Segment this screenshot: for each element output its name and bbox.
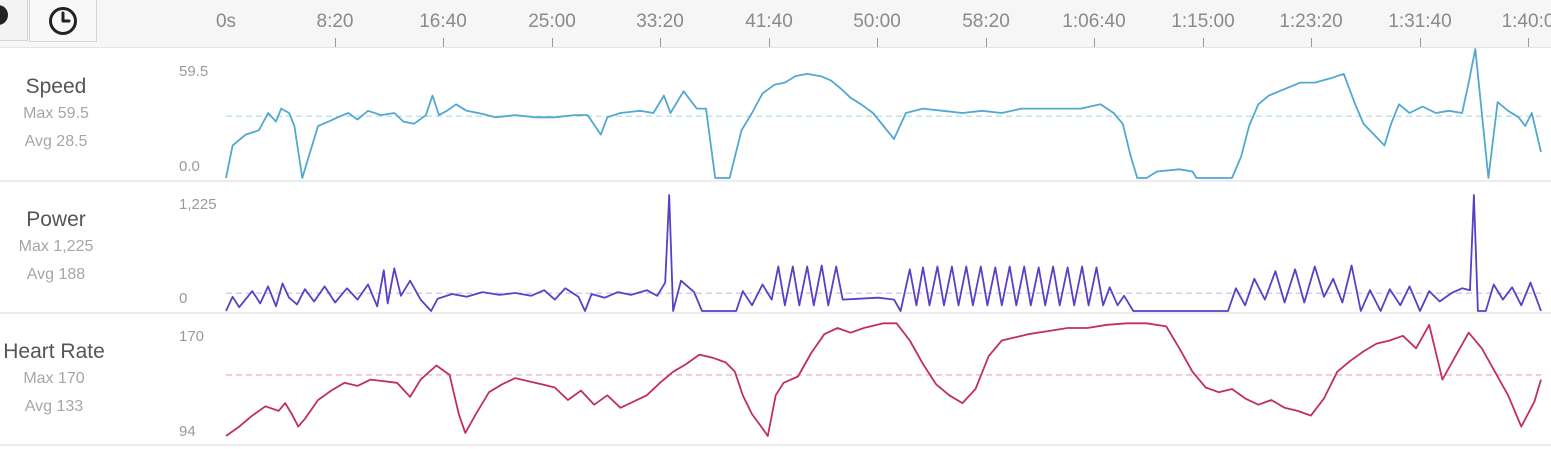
heart-rate-series-line xyxy=(225,322,1542,437)
power-max: Max 1,225 xyxy=(18,238,94,255)
time-tick-label: 1:40:0 xyxy=(1501,11,1551,32)
row-divider xyxy=(0,312,1551,314)
time-tick-label: 41:40 xyxy=(745,11,793,32)
power-summary: Power Max 1,225 Avg 188 xyxy=(0,207,112,289)
power-label: Power xyxy=(26,208,86,231)
time-tick-label: 16:40 xyxy=(419,11,467,32)
speed-axis-min: 0.0 xyxy=(179,158,200,175)
time-tick-mark xyxy=(1311,38,1312,47)
heart-rate-max: Max 170 xyxy=(23,370,85,387)
time-tick-label: 50:00 xyxy=(853,11,901,32)
time-tick-mark xyxy=(1420,38,1421,47)
time-tick-mark xyxy=(877,38,878,47)
time-tick-label: 1:06:40 xyxy=(1062,11,1126,32)
left-toolbar-button[interactable] xyxy=(0,0,28,41)
power-avg: Avg 188 xyxy=(26,266,86,283)
time-tick-mark xyxy=(986,38,987,47)
time-tick-mark xyxy=(552,38,553,47)
time-tick-label: 25:00 xyxy=(528,11,576,32)
speed-series-line xyxy=(225,48,1542,179)
heart-rate-axis-min: 94 xyxy=(179,423,196,440)
time-tick-mark xyxy=(1528,38,1529,47)
time-tick-mark xyxy=(335,38,336,47)
timeline-toolbar: 0s 8:20 16:40 25:00 33:20 41:40 50:00 58:20 1:06… xyxy=(0,0,1551,48)
speed-label: Speed xyxy=(25,75,87,98)
time-tick-label: 8:20 xyxy=(316,11,354,32)
time-mode-button[interactable] xyxy=(29,0,97,42)
power-axis-min: 0 xyxy=(179,290,188,307)
time-tick-label: 1:31:40 xyxy=(1388,11,1452,32)
time-tick-mark xyxy=(1094,38,1095,47)
speed-chart-area[interactable] xyxy=(170,48,1551,180)
speed-max: Max 59.5 xyxy=(23,105,89,122)
heart-rate-label: Heart Rate xyxy=(3,340,105,363)
time-tick-label: 1:15:00 xyxy=(1171,11,1235,32)
power-axis-max: 1,225 xyxy=(179,196,217,213)
time-tick-label: 0s xyxy=(215,11,237,32)
clock-icon xyxy=(49,6,77,35)
time-tick-label: 33:20 xyxy=(636,11,684,32)
row-divider xyxy=(0,180,1551,182)
power-series-line xyxy=(225,194,1542,312)
row-divider xyxy=(0,444,1551,446)
time-tick-label: 58:20 xyxy=(962,11,1010,32)
speed-summary: Speed Max 59.5 Avg 28.5 xyxy=(0,74,112,156)
time-tick-mark xyxy=(1203,38,1204,47)
speed-axis-max: 59.5 xyxy=(179,63,209,80)
time-tick-mark xyxy=(660,38,661,47)
heart-rate-summary: Heart Rate Max 170 Avg 133 xyxy=(0,339,110,421)
circle-icon xyxy=(0,5,8,25)
time-tick-label: 1:23:20 xyxy=(1279,11,1343,32)
speed-avg: Avg 28.5 xyxy=(24,133,88,150)
time-tick-mark xyxy=(443,38,444,47)
heart-rate-axis-max: 170 xyxy=(179,328,205,345)
heart-rate-avg: Avg 133 xyxy=(24,398,84,415)
time-tick-mark xyxy=(769,38,770,47)
heart-rate-chart-area[interactable] xyxy=(170,314,1551,444)
